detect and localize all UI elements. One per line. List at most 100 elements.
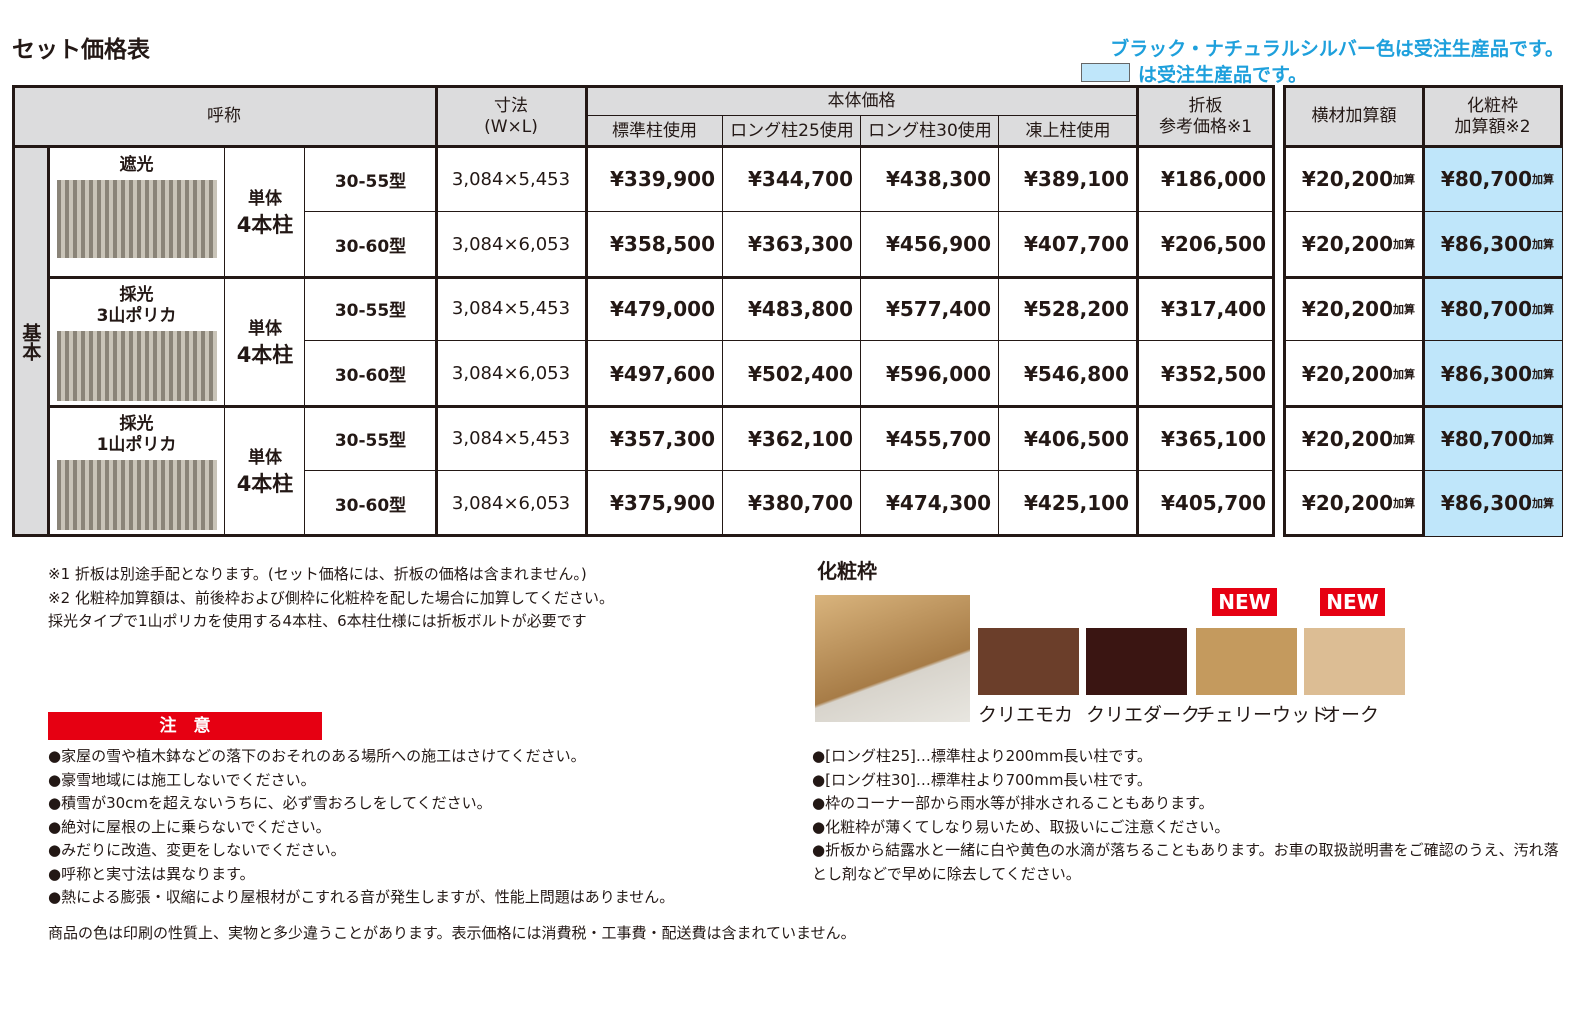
column-divider <box>224 147 225 536</box>
column-divider <box>722 116 723 536</box>
color-swatch-label: チェリーウッド <box>1196 704 1330 726</box>
row-divider <box>48 275 1274 279</box>
cell-model: 30-60型 <box>305 341 436 406</box>
right-note-item: ●折板から結露水と一緒に白や黄色の水滴が落ちることもあります。お車の取扱説明書を… <box>812 841 1559 883</box>
header-folded: 折板 参考価格※1 <box>1137 86 1274 147</box>
cell-value: ¥80,700 <box>1440 167 1532 192</box>
cell-l25: ¥502,400 <box>723 341 861 406</box>
right-note-item: ●[ロング柱25]…標準柱より200mm長い柱です。 <box>812 747 1152 765</box>
caution-item: ●呼称と実寸法は異なります。 <box>48 864 255 883</box>
cell-beam: ¥20,200 加算 <box>1285 471 1423 536</box>
header-long25: ロング柱25使用 <box>723 116 861 147</box>
cell-model: 30-60型 <box>305 471 436 536</box>
caution-item: ●みだりに改造、変更をしないでください。 <box>48 841 346 859</box>
roof-image <box>56 180 217 258</box>
header-frame-sub: 加算額※2 <box>1454 116 1531 137</box>
footnote: ※1 折板は別途手配となります。(セット価格には、折板の価格は含まれません。) <box>48 565 587 583</box>
cell-l30: ¥438,300 <box>861 147 999 212</box>
header-size: 寸法 (W×L) <box>436 86 586 147</box>
header-beam: 横材加算額 <box>1285 86 1423 147</box>
post-count: 4本柱 <box>236 472 294 497</box>
cell-value: ¥407,700 <box>1023 232 1129 257</box>
cell-size: 3,084×5,453 <box>436 147 586 212</box>
panel-type-label: 採光 <box>119 414 154 435</box>
cell-std: ¥339,900 <box>586 147 723 212</box>
cell-l25: ¥380,700 <box>723 471 861 536</box>
add-suffix: 加算 <box>1393 497 1415 511</box>
cell-value: ¥86,300 <box>1440 361 1532 386</box>
header-long30: ロング柱30使用 <box>861 116 999 147</box>
footnote: ※2 化粧枠加算額は、前後枠および側枠に化粧枠を配した場合に加算してください。 <box>48 588 614 607</box>
order-made-legend-swatch <box>1081 63 1130 82</box>
cell-model: 30-60型 <box>305 212 436 277</box>
header-body-price: 本体価格 <box>586 86 1137 116</box>
header-size-sub: (W×L) <box>484 116 538 137</box>
header-folded-label: 折板 <box>1188 96 1223 117</box>
cell-value: ¥352,500 <box>1160 361 1266 386</box>
cell-std: ¥375,900 <box>586 471 723 536</box>
cell-std: ¥479,000 <box>586 277 723 342</box>
new-badge: NEW <box>1320 588 1385 616</box>
color-swatch <box>1304 628 1405 695</box>
row-divider <box>305 340 1274 342</box>
column-divider <box>435 86 438 536</box>
unit-type: 単体 <box>248 318 282 339</box>
cell-frame: ¥86,300 加算 <box>1423 341 1562 407</box>
cell-model: 30-55型 <box>305 277 436 342</box>
cell-value: ¥546,800 <box>1023 361 1129 386</box>
cell-value: ¥357,300 <box>609 426 715 451</box>
row-divider <box>305 210 1274 212</box>
color-swatch <box>1196 628 1297 695</box>
row-divider <box>305 470 1274 471</box>
page-title: セット価格表 <box>12 37 150 63</box>
table-frame-left <box>12 85 1275 537</box>
color-swatch-label: オーク <box>1322 704 1380 726</box>
add-suffix: 加算 <box>1532 238 1554 252</box>
cell-value: 3,084×6,053 <box>451 363 571 385</box>
new-badge: NEW <box>1212 588 1277 616</box>
cell-value: ¥474,300 <box>885 491 991 516</box>
cell-value: ¥528,200 <box>1023 296 1129 321</box>
cell-folded: ¥365,100 <box>1137 406 1274 471</box>
panel-type-sub: 1山ポリカ <box>96 435 177 456</box>
cell-folded: ¥186,000 <box>1137 147 1274 212</box>
roof-image <box>56 330 217 401</box>
add-suffix: 加算 <box>1393 238 1415 252</box>
header-size-label: 寸法 <box>494 96 528 117</box>
cell-value: 3,084×5,453 <box>451 428 571 450</box>
cell-value: ¥497,600 <box>609 361 715 386</box>
cell-value: ¥502,400 <box>747 361 853 386</box>
frame-section-title: 化粧枠 <box>817 559 877 583</box>
cell-value: ¥86,300 <box>1440 232 1532 257</box>
cell-value: 30-55型 <box>334 171 407 192</box>
cell-frame: ¥86,300 加算 <box>1423 211 1562 277</box>
cell-l25: ¥362,100 <box>723 406 861 471</box>
cell-value: ¥344,700 <box>747 167 853 192</box>
cell-folded: ¥317,400 <box>1137 277 1274 342</box>
cell-frost: ¥389,100 <box>999 147 1137 212</box>
cell-frost: ¥406,500 <box>999 406 1137 471</box>
cell-value: ¥596,000 <box>885 361 991 386</box>
cell-beam: ¥20,200 加算 <box>1285 277 1423 342</box>
panel-type-sub: 3山ポリカ <box>96 305 177 326</box>
add-suffix: 加算 <box>1532 432 1554 446</box>
column-divider <box>47 147 50 536</box>
color-swatch-label: クリエモカ <box>978 704 1074 726</box>
cell-value: ¥389,100 <box>1023 167 1129 192</box>
add-suffix: 加算 <box>1532 173 1554 187</box>
cell-value: ¥20,200 <box>1301 232 1393 257</box>
order-made-legend-text: は受注生産品です。 <box>1138 64 1308 86</box>
caution-item: ●絶対に屋根の上に乗らないでください。 <box>48 817 331 836</box>
side-label: 基本 <box>12 147 48 536</box>
color-swatch-label: クリエダーク <box>1086 704 1201 726</box>
cell-value: ¥80,700 <box>1440 426 1532 451</box>
header-name: 呼称 <box>12 86 436 147</box>
roof-image <box>56 460 217 531</box>
cell-value: ¥20,200 <box>1301 296 1393 321</box>
caution-list: ●家屋の雪や植木鉢などの落下のおそれのある場所への施工はさけてください。 ●豪雪地… <box>48 745 674 910</box>
unit-label: 単体 4本柱 <box>225 406 305 536</box>
caution-item: ●家屋の雪や植木鉢などの落下のおそれのある場所への施工はさけてください。 <box>48 747 586 765</box>
add-suffix: 加算 <box>1532 367 1554 381</box>
color-swatch <box>978 628 1079 695</box>
cell-l30: ¥474,300 <box>861 471 999 536</box>
